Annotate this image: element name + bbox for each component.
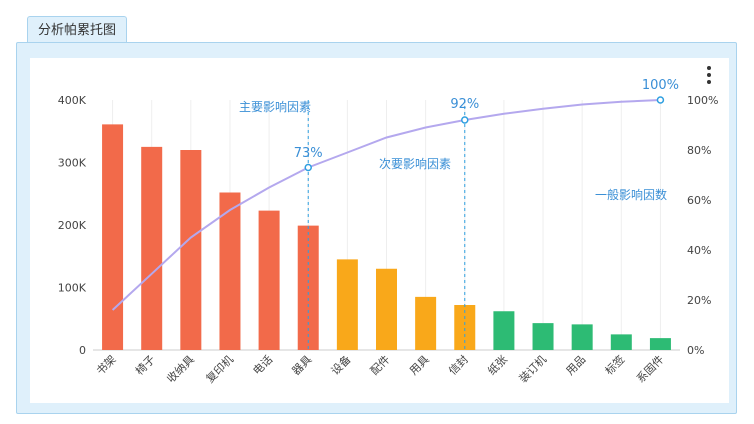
bar[interactable] (102, 124, 124, 350)
analysis-tab[interactable]: 分析帕累托图 (27, 16, 128, 43)
category-label: 用品 (564, 353, 589, 378)
category-label: 设备 (328, 352, 353, 377)
category-label: 标签 (602, 352, 627, 377)
bar[interactable] (336, 259, 358, 350)
category-label: 纸张 (485, 353, 510, 378)
y-tick-label: 400K (58, 94, 87, 107)
bar[interactable] (571, 324, 593, 350)
y2-tick-label: 20% (687, 294, 711, 307)
category-label: 器具 (290, 353, 315, 378)
zone-label: 一般影响因数 (595, 187, 667, 202)
category-label: 装订机 (516, 352, 549, 385)
bar[interactable] (415, 296, 437, 350)
y2-tick-label: 60% (687, 194, 711, 207)
category-label: 复印机 (203, 352, 236, 385)
zone-label: 主要影响因素 (239, 99, 311, 114)
bar[interactable] (493, 311, 515, 350)
category-label: 椅子 (132, 352, 157, 377)
zone-label: 次要影响因素 (379, 156, 451, 171)
category-label: 书架 (94, 353, 119, 378)
y2-tick-label: 0% (687, 344, 704, 357)
y2-tick-label: 40% (687, 244, 711, 257)
bar[interactable] (180, 150, 202, 350)
bar[interactable] (219, 192, 241, 351)
category-label: 配件 (368, 353, 393, 378)
bar[interactable] (649, 338, 671, 350)
category-label: 收纳具 (164, 352, 197, 385)
y-tick-label: 0 (79, 344, 86, 357)
y-tick-label: 200K (58, 219, 87, 232)
y-tick-label: 100K (58, 282, 87, 295)
category-label: 电话 (250, 353, 275, 378)
y2-tick-label: 80% (687, 144, 711, 157)
bar[interactable] (532, 323, 554, 350)
category-label: 信封 (445, 352, 470, 377)
y2-tick-label: 100% (687, 94, 718, 107)
cumulative-marker[interactable] (656, 96, 665, 104)
cumulative-percent-label: 92% (450, 97, 479, 112)
bar[interactable] (610, 334, 632, 350)
cumulative-marker[interactable] (304, 163, 312, 172)
category-label: 系固件 (634, 353, 667, 386)
bar[interactable] (454, 305, 476, 350)
cumulative-marker[interactable] (461, 116, 469, 124)
bar[interactable] (258, 210, 280, 350)
cumulative-percent-label: 73% (294, 146, 323, 161)
category-label: 用具 (407, 353, 432, 378)
cumulative-percent-label: 100% (642, 78, 679, 93)
y-tick-label: 300K (58, 157, 87, 170)
bar[interactable] (376, 268, 397, 350)
more-options-icon[interactable] (704, 66, 714, 86)
bar[interactable] (141, 146, 163, 350)
cumulative-line (111, 99, 661, 311)
